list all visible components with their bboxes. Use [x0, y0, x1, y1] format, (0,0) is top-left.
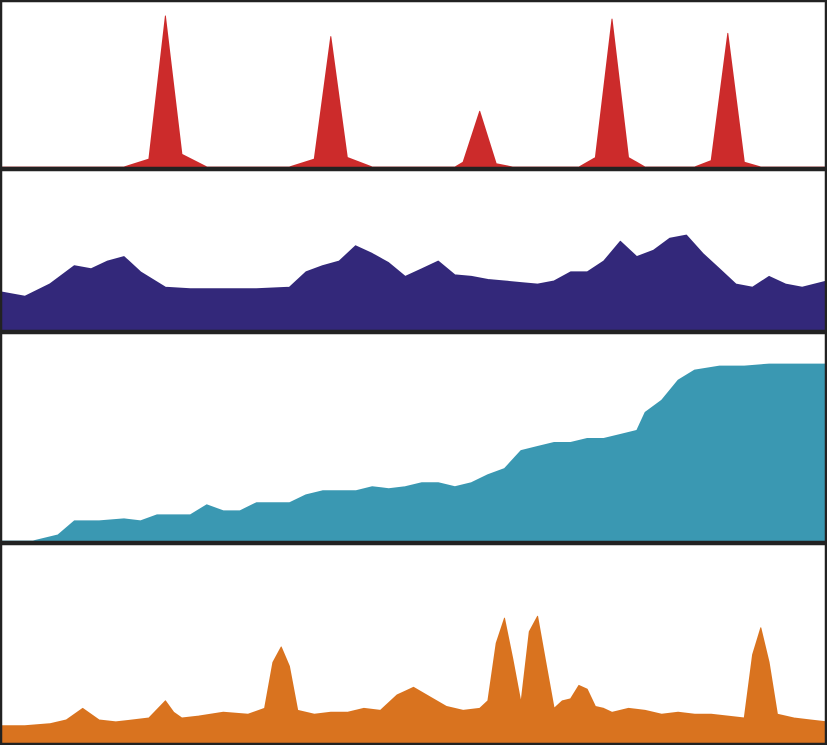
area-series-4: [0, 615, 827, 744]
panel-frame-1: [0, 0, 827, 170]
panel-frame-3: [0, 331, 827, 544]
area-series-2: [0, 234, 827, 331]
area-series-1: [0, 15, 827, 168]
panel-frame-2: [0, 168, 827, 333]
area-series-3: [0, 363, 827, 542]
panel-frame-4: [0, 542, 827, 745]
